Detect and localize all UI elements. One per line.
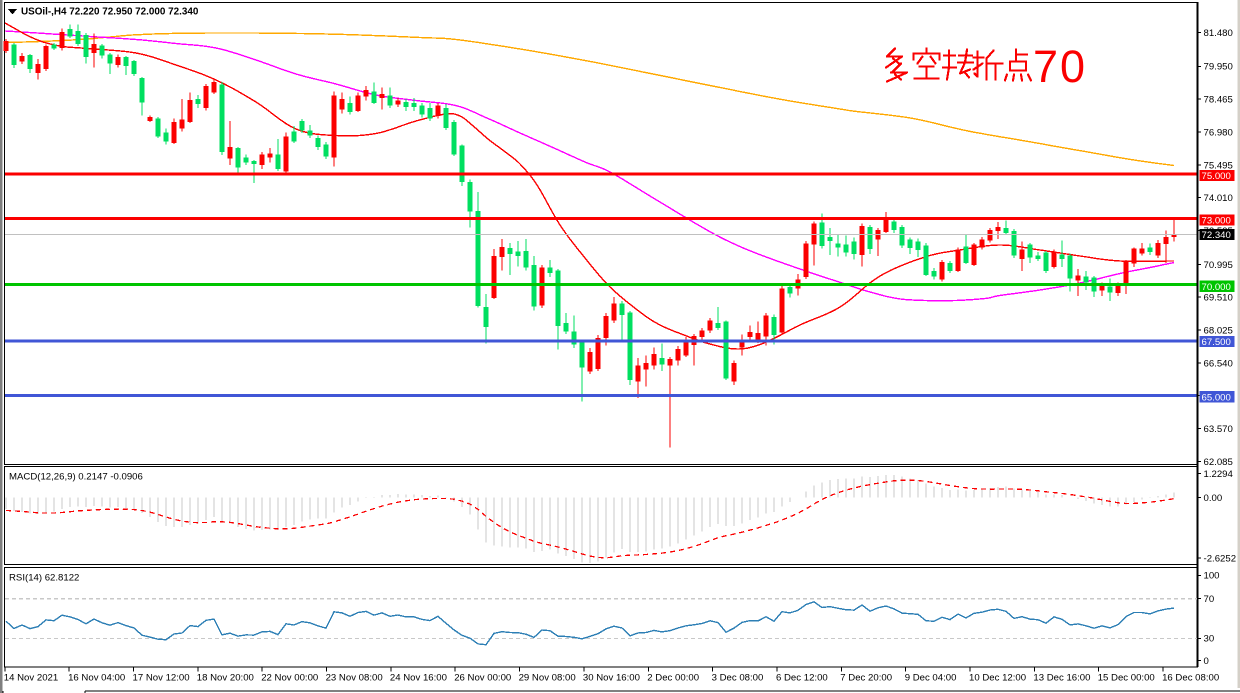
svg-text:74.010: 74.010 — [1204, 193, 1233, 204]
svg-text:70.995: 70.995 — [1204, 260, 1233, 271]
svg-text:70: 70 — [1204, 594, 1215, 605]
svg-text:75.000: 75.000 — [1202, 171, 1231, 182]
svg-text:30: 30 — [1204, 634, 1215, 645]
svg-text:23 Nov 08:00: 23 Nov 08:00 — [326, 673, 383, 684]
svg-text:9 Dec 04:00: 9 Dec 04:00 — [905, 673, 957, 684]
svg-text:100: 100 — [1204, 571, 1220, 582]
svg-text:29 Nov 08:00: 29 Nov 08:00 — [519, 673, 576, 684]
svg-text:3 Dec 08:00: 3 Dec 08:00 — [712, 673, 764, 684]
svg-text:-2.6252: -2.6252 — [1204, 553, 1237, 564]
svg-text:66.540: 66.540 — [1204, 358, 1233, 369]
svg-text:76.980: 76.980 — [1204, 127, 1233, 138]
svg-text:13 Dec 16:00: 13 Dec 16:00 — [1033, 673, 1090, 684]
svg-text:24 Nov 16:00: 24 Nov 16:00 — [390, 673, 447, 684]
svg-text:73.000: 73.000 — [1202, 216, 1231, 227]
svg-text:68.025: 68.025 — [1204, 325, 1233, 336]
svg-text:70: 70 — [1033, 41, 1087, 92]
svg-text:USOil-,H4 72.220 72.950 72.00: USOil-,H4 72.220 72.950 72.000 72.340 — [21, 7, 199, 18]
svg-text:0: 0 — [1204, 656, 1209, 667]
svg-text:78.465: 78.465 — [1204, 95, 1233, 106]
svg-text:17 Nov 12:00: 17 Nov 12:00 — [133, 673, 190, 684]
svg-text:7 Dec 20:00: 7 Dec 20:00 — [840, 673, 892, 684]
svg-text:16 Dec 08:00: 16 Dec 08:00 — [1162, 673, 1219, 684]
svg-text:62.085: 62.085 — [1204, 457, 1233, 468]
svg-text:63.570: 63.570 — [1204, 424, 1233, 435]
svg-text:0.00: 0.00 — [1204, 493, 1223, 504]
svg-text:70.000: 70.000 — [1202, 282, 1231, 293]
svg-text:69.510: 69.510 — [1204, 293, 1233, 304]
svg-text:65.000: 65.000 — [1202, 392, 1231, 403]
svg-text:26 Nov 00:00: 26 Nov 00:00 — [454, 673, 511, 684]
svg-text:75.495: 75.495 — [1204, 160, 1233, 171]
svg-text:10 Dec 12:00: 10 Dec 12:00 — [969, 673, 1026, 684]
svg-text:RSI(14) 62.8122: RSI(14) 62.8122 — [9, 573, 79, 584]
svg-text:16 Nov 04:00: 16 Nov 04:00 — [68, 673, 125, 684]
svg-text:22 Nov 00:00: 22 Nov 00:00 — [261, 673, 318, 684]
svg-text:6 Dec 12:00: 6 Dec 12:00 — [776, 673, 828, 684]
svg-text:72.340: 72.340 — [1202, 230, 1231, 241]
svg-text:81.480: 81.480 — [1204, 28, 1233, 39]
svg-text:14 Nov 2021: 14 Nov 2021 — [4, 673, 58, 684]
svg-text:30 Nov 16:00: 30 Nov 16:00 — [583, 673, 640, 684]
svg-text:67.500: 67.500 — [1202, 337, 1231, 348]
svg-text:79.950: 79.950 — [1204, 62, 1233, 73]
svg-text:15 Dec 00:00: 15 Dec 00:00 — [1098, 673, 1155, 684]
svg-text:2 Dec 00:00: 2 Dec 00:00 — [647, 673, 699, 684]
svg-text:1.2294: 1.2294 — [1204, 469, 1234, 480]
svg-text:MACD(12,26,9) 0.2147 -0.0906: MACD(12,26,9) 0.2147 -0.0906 — [9, 472, 143, 483]
svg-text:18 Nov 20:00: 18 Nov 20:00 — [197, 673, 254, 684]
